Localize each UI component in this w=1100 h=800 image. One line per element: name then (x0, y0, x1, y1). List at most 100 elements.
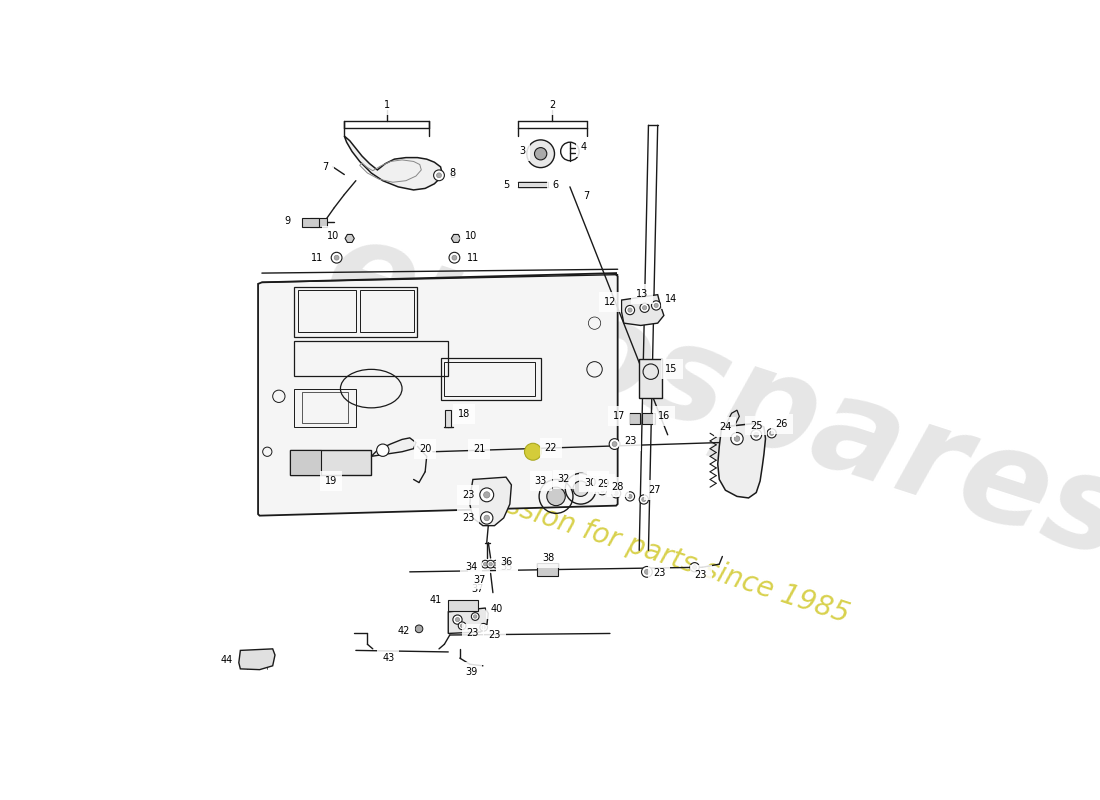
Text: 14: 14 (666, 294, 678, 304)
Text: 44: 44 (220, 654, 233, 665)
Text: 5: 5 (504, 179, 510, 190)
Circle shape (597, 486, 607, 495)
Text: 23: 23 (694, 570, 707, 580)
Text: 28: 28 (612, 482, 624, 492)
Polygon shape (372, 438, 416, 456)
Circle shape (609, 438, 620, 450)
Circle shape (639, 495, 648, 504)
Bar (642, 414, 654, 424)
Circle shape (535, 147, 547, 160)
Polygon shape (451, 234, 461, 242)
Circle shape (690, 562, 700, 572)
Text: 4: 4 (581, 142, 586, 152)
Circle shape (614, 491, 618, 495)
Text: 37: 37 (471, 584, 484, 594)
Circle shape (449, 252, 460, 263)
Text: 9: 9 (284, 216, 290, 226)
Bar (449, 600, 477, 611)
Bar (301, 393, 348, 423)
Circle shape (612, 442, 617, 446)
Circle shape (484, 562, 487, 566)
Circle shape (770, 431, 773, 435)
Text: 42: 42 (397, 626, 409, 636)
Bar (295, 341, 449, 375)
Text: 17: 17 (613, 411, 625, 422)
Polygon shape (239, 649, 275, 670)
Bar (301, 218, 319, 227)
Circle shape (612, 489, 620, 498)
Circle shape (480, 488, 494, 502)
Polygon shape (345, 234, 354, 242)
Polygon shape (258, 273, 618, 516)
Text: 40: 40 (491, 604, 503, 614)
Circle shape (453, 615, 462, 624)
Circle shape (527, 140, 554, 168)
Circle shape (486, 560, 495, 568)
Text: 35: 35 (500, 562, 513, 572)
Circle shape (452, 255, 456, 260)
Circle shape (473, 614, 477, 618)
Circle shape (471, 613, 480, 620)
Bar (517, 182, 548, 187)
Circle shape (481, 512, 493, 524)
Bar (290, 450, 372, 475)
Polygon shape (470, 477, 512, 526)
Circle shape (488, 562, 493, 566)
Circle shape (482, 626, 485, 629)
Text: 21: 21 (473, 444, 485, 454)
Circle shape (651, 301, 661, 310)
Text: 16: 16 (658, 411, 670, 422)
Bar (537, 563, 559, 576)
Circle shape (730, 433, 744, 445)
Text: 37: 37 (473, 574, 485, 585)
Text: 23: 23 (462, 513, 474, 523)
Circle shape (433, 170, 444, 181)
Circle shape (625, 306, 635, 314)
Polygon shape (344, 136, 442, 190)
Circle shape (625, 492, 635, 501)
Text: 23: 23 (462, 490, 474, 500)
Polygon shape (449, 608, 488, 634)
Circle shape (640, 303, 649, 312)
Bar (295, 389, 356, 427)
Polygon shape (621, 294, 664, 326)
Circle shape (492, 560, 499, 568)
Circle shape (734, 436, 740, 442)
Text: eurospares: eurospares (309, 207, 1100, 586)
Text: 30: 30 (584, 478, 596, 487)
Bar (298, 290, 356, 332)
Circle shape (334, 255, 339, 260)
Text: 11: 11 (311, 253, 323, 262)
Text: 1: 1 (384, 100, 389, 110)
Circle shape (601, 488, 604, 492)
Text: 18: 18 (458, 409, 470, 419)
Circle shape (754, 432, 759, 438)
Text: 24: 24 (719, 422, 732, 432)
Text: 11: 11 (466, 253, 478, 262)
Circle shape (751, 430, 761, 440)
Circle shape (547, 487, 565, 506)
Text: 13: 13 (636, 289, 648, 299)
Circle shape (525, 443, 541, 460)
Text: 23: 23 (653, 568, 666, 578)
Circle shape (415, 625, 422, 633)
Bar (290, 450, 321, 475)
Text: 29: 29 (597, 479, 609, 489)
Bar (444, 362, 536, 396)
Text: 32: 32 (558, 474, 570, 485)
Text: 23: 23 (624, 436, 636, 446)
Text: 25: 25 (750, 421, 762, 430)
Bar (440, 358, 541, 400)
Text: 33: 33 (535, 476, 547, 486)
Polygon shape (726, 410, 739, 426)
Text: 20: 20 (419, 444, 431, 454)
Circle shape (484, 515, 490, 521)
Text: 23: 23 (466, 629, 480, 638)
Text: 36: 36 (500, 557, 513, 567)
Circle shape (641, 498, 646, 502)
Circle shape (494, 562, 497, 566)
Text: 41: 41 (430, 595, 442, 606)
Circle shape (331, 252, 342, 263)
Polygon shape (717, 423, 766, 498)
Text: 12: 12 (604, 298, 616, 307)
